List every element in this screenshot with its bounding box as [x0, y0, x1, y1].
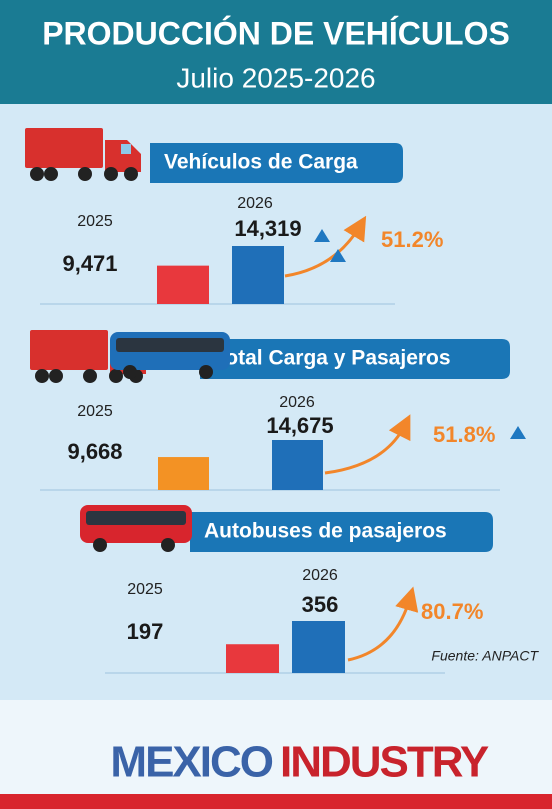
change-label: 51.2%: [381, 227, 443, 252]
triangle-icon: [510, 426, 526, 439]
wheel: [30, 167, 44, 181]
year-label: 2025: [77, 403, 113, 420]
value-label: 9,668: [67, 439, 122, 464]
wheel: [49, 369, 63, 383]
bus-windows: [116, 338, 224, 352]
year-label: 2026: [279, 394, 315, 411]
brand-first: MEXICO: [110, 738, 272, 787]
footer-stripe: [0, 794, 552, 809]
wheel: [83, 369, 97, 383]
wheel: [78, 167, 92, 181]
growth-arrow: [347, 586, 419, 662]
wheel: [35, 369, 49, 383]
truck-trailer: [30, 330, 108, 370]
section-title: Vehículos de Carga: [164, 151, 358, 174]
triangle-icon: [330, 249, 346, 262]
year-label: 2026: [237, 195, 273, 212]
header-band: [0, 0, 552, 104]
bar: [226, 644, 279, 673]
year-label: 2026: [302, 567, 338, 584]
footer-band: [0, 700, 552, 809]
wheel: [199, 365, 213, 379]
year-label: 2025: [127, 581, 163, 598]
bar: [292, 621, 345, 673]
value-label: 14,319: [234, 216, 301, 241]
truck-window: [121, 144, 131, 154]
value-label: 356: [302, 592, 339, 617]
wheel: [124, 167, 138, 181]
change-label: 80.7%: [421, 599, 483, 624]
growth-arrow: [284, 215, 367, 278]
truck-cab: [105, 140, 141, 172]
truck-trailer: [25, 128, 103, 168]
wheel: [161, 538, 175, 552]
bar: [272, 440, 323, 490]
growth-arrow: [324, 414, 411, 475]
bar: [157, 265, 209, 304]
section-title: Total Carga y Pasajeros: [214, 347, 451, 370]
wheel: [44, 167, 58, 181]
wheel: [109, 369, 123, 383]
subtitle: Julio 2025-2026: [176, 62, 375, 93]
value-label: 14,675: [266, 413, 333, 438]
title: PRODUCCIÓN DE VEHÍCULOS: [42, 15, 510, 51]
section-ribbon: [190, 512, 493, 552]
section-ribbon: [200, 339, 510, 379]
change-label: 51.8%: [433, 422, 495, 447]
value-label: 9,471: [62, 251, 117, 276]
wheel: [123, 365, 137, 379]
bar: [232, 246, 284, 304]
wheel: [93, 538, 107, 552]
bus-windows: [86, 511, 186, 525]
source: Fuente: ANPACT: [431, 648, 539, 664]
wheel: [104, 167, 118, 181]
section-title: Autobuses de pasajeros: [204, 520, 447, 543]
bar: [158, 457, 209, 490]
year-label: 2025: [77, 213, 113, 230]
section-ribbon: [150, 143, 403, 183]
value-label: 197: [127, 619, 164, 644]
triangle-icon: [314, 229, 330, 242]
brand-second: INDUSTRY: [280, 738, 489, 787]
